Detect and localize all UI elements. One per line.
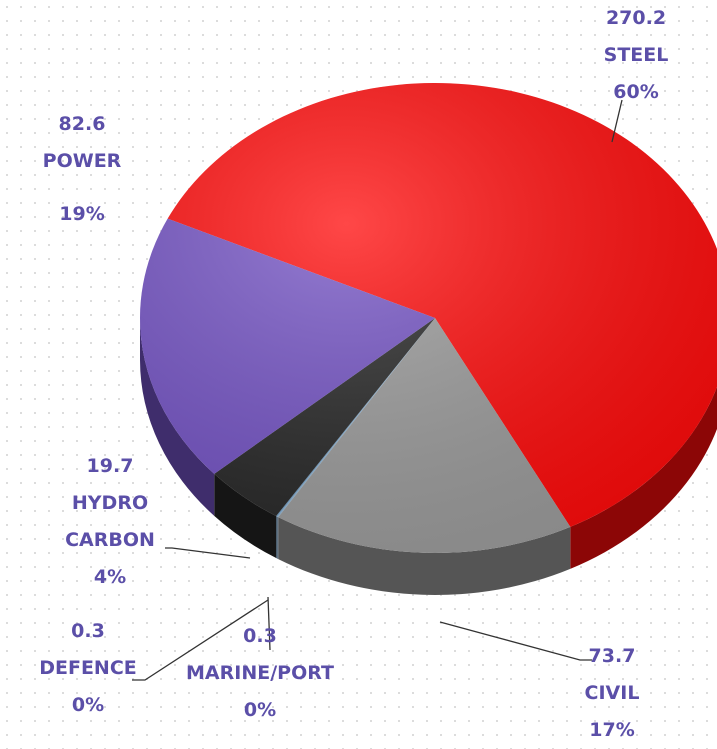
label-percent: 0% xyxy=(71,694,105,716)
label-value: 0.3 xyxy=(71,620,105,642)
slice-label: 19.7 HYDRO CARBON 4% xyxy=(45,448,175,596)
leader-line xyxy=(439,621,592,661)
leader-line xyxy=(611,99,623,143)
label-name: CIVIL xyxy=(584,682,640,704)
pie-wall xyxy=(276,516,278,559)
label-name: HYDRO CARBON xyxy=(65,492,155,551)
label-value: 0.3 xyxy=(243,625,277,647)
leader-line xyxy=(267,596,271,651)
slice-label: 73.7 CIVIL 17% xyxy=(552,638,672,749)
pie-wall xyxy=(277,516,279,560)
label-percent: 60% xyxy=(613,81,659,103)
label-name: POWER xyxy=(42,150,122,172)
leader-line xyxy=(132,599,269,681)
pie-wall xyxy=(278,517,571,595)
leader-lines xyxy=(132,99,623,681)
label-value: 270.2 xyxy=(605,7,667,29)
label-percent: 0% xyxy=(243,699,277,721)
label-percent: 19% xyxy=(59,203,105,225)
label-name: STEEL xyxy=(603,44,669,66)
slice-label: 0.3 MARINE/PORT 0% xyxy=(160,618,360,729)
label-value: 73.7 xyxy=(588,645,636,667)
slice-label: 270.2 STEEL 60% xyxy=(576,0,696,111)
label-name: MARINE/PORT xyxy=(186,662,334,684)
label-value: 19.7 xyxy=(86,455,134,477)
pie-tops xyxy=(140,83,717,554)
slice-label: 0.3 DEFENCE 0% xyxy=(18,613,158,724)
leader-line xyxy=(165,547,251,559)
label-percent: 4% xyxy=(93,566,127,588)
label-name: DEFENCE xyxy=(39,657,137,679)
slice-label: 82.6 POWER 19% xyxy=(12,106,152,233)
label-percent: 17% xyxy=(589,719,635,741)
label-value: 82.6 xyxy=(58,113,106,135)
